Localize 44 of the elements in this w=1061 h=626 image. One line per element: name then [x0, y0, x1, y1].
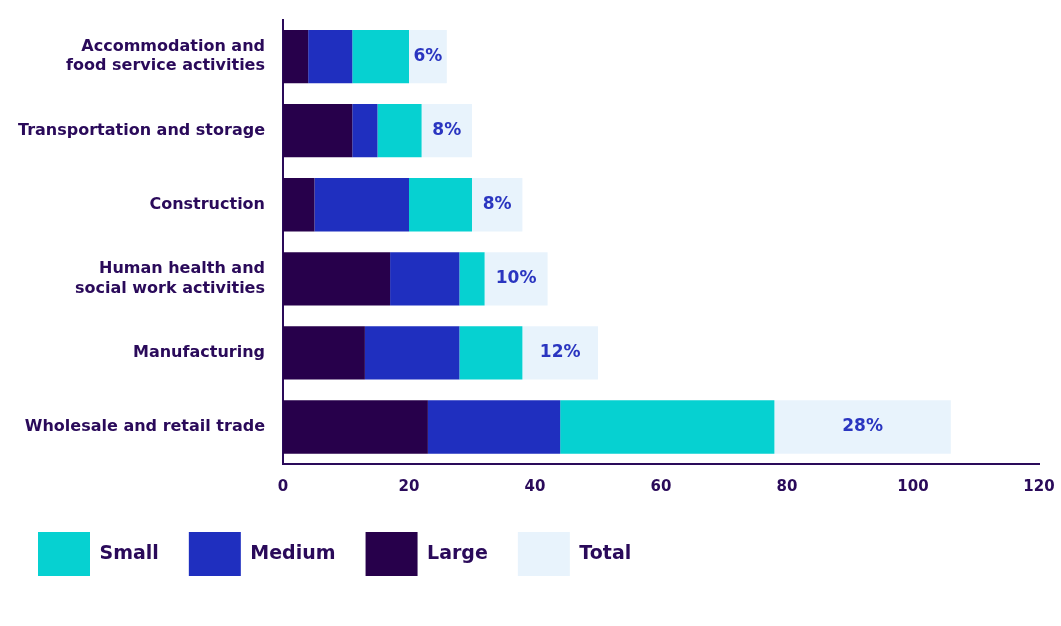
bar — [352, 29, 409, 84]
bar — [282, 104, 353, 158]
data-label: 12% — [539, 341, 581, 362]
bar — [282, 252, 391, 306]
bar — [282, 400, 428, 454]
data-label: 8% — [432, 119, 462, 140]
x-tick-label: 120 — [1023, 476, 1055, 495]
bar — [282, 178, 315, 232]
x-tick-label: 0 — [277, 476, 289, 495]
bar — [390, 252, 460, 306]
legend-label: Small — [99, 540, 159, 563]
bar — [364, 326, 460, 380]
y-tick-label: Accommodation and food service activities — [66, 36, 265, 75]
bar — [560, 400, 775, 454]
legend-label: Large — [427, 540, 488, 563]
bar — [408, 178, 472, 232]
bar — [484, 252, 548, 306]
legend-label: Total — [579, 540, 632, 563]
legend-label: Medium — [250, 540, 336, 563]
y-tick-label: Manufacturing — [132, 342, 265, 362]
bar — [459, 326, 523, 380]
data-label: 6% — [413, 45, 443, 66]
y-tick-label: Wholesale and retail trade — [24, 416, 266, 436]
data-label: 10% — [495, 267, 537, 288]
bar — [308, 29, 353, 84]
y-tick-label: Human health and social work activities — [74, 258, 265, 297]
bar — [459, 252, 485, 306]
bar — [282, 29, 309, 84]
y-tick-label: Construction — [149, 193, 265, 213]
bar — [377, 104, 422, 158]
bar — [522, 326, 598, 380]
x-tick-label: 40 — [524, 476, 546, 495]
x-tick-label: 60 — [650, 476, 672, 495]
bar — [314, 178, 409, 232]
data-label: 28% — [842, 415, 883, 436]
bar — [427, 400, 561, 454]
bar — [352, 104, 378, 158]
x-tick-label: 20 — [398, 476, 420, 495]
x-tick-label: 100 — [897, 476, 929, 495]
bar — [774, 400, 951, 454]
bar — [282, 326, 365, 380]
data-label: 8% — [482, 193, 512, 214]
x-tick-label: 80 — [776, 476, 798, 495]
y-tick-label: Transportation and storage — [17, 119, 266, 139]
